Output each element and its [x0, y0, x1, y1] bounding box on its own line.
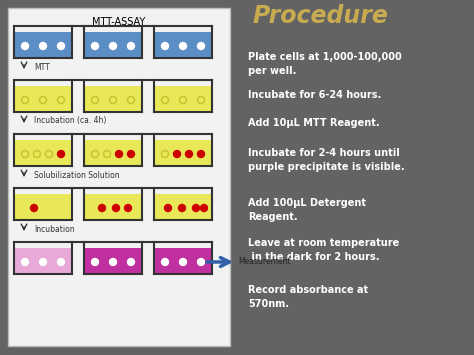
Circle shape — [39, 258, 46, 266]
Circle shape — [179, 204, 185, 212]
Text: Add 100μL Detergent
Reagent.: Add 100μL Detergent Reagent. — [248, 198, 366, 222]
Bar — [14, 194, 72, 220]
Bar — [154, 32, 212, 58]
Bar — [154, 194, 212, 220]
Bar — [84, 32, 142, 58]
Circle shape — [164, 204, 172, 212]
Bar — [14, 86, 72, 112]
Circle shape — [125, 204, 131, 212]
Bar — [154, 248, 212, 274]
Text: Measurement: Measurement — [238, 257, 291, 267]
Circle shape — [39, 43, 46, 49]
Circle shape — [198, 258, 204, 266]
Text: Solubilization Solution: Solubilization Solution — [34, 170, 119, 180]
Circle shape — [201, 204, 208, 212]
Circle shape — [57, 43, 64, 49]
Bar — [14, 248, 72, 274]
Circle shape — [180, 258, 186, 266]
Bar — [154, 86, 212, 112]
Circle shape — [57, 151, 64, 158]
Circle shape — [185, 151, 192, 158]
Circle shape — [21, 43, 28, 49]
Bar — [84, 194, 142, 220]
Circle shape — [128, 43, 135, 49]
Circle shape — [198, 151, 204, 158]
Circle shape — [198, 43, 204, 49]
Circle shape — [109, 258, 117, 266]
Text: Add 10μL MTT Reagent.: Add 10μL MTT Reagent. — [248, 118, 380, 128]
Text: Plate cells at 1,000-100,000
per well.: Plate cells at 1,000-100,000 per well. — [248, 52, 402, 76]
Bar — [14, 140, 72, 166]
Circle shape — [91, 43, 99, 49]
Circle shape — [91, 258, 99, 266]
Circle shape — [180, 43, 186, 49]
Bar — [84, 86, 142, 112]
Text: Record absorbance at
570nm.: Record absorbance at 570nm. — [248, 285, 368, 309]
Text: Incubation: Incubation — [34, 224, 74, 234]
Bar — [154, 140, 212, 166]
Bar — [84, 140, 142, 166]
Text: Incubate for 2-4 hours until
purple precipitate is visible.: Incubate for 2-4 hours until purple prec… — [248, 148, 405, 172]
Circle shape — [57, 258, 64, 266]
Circle shape — [30, 204, 37, 212]
Circle shape — [21, 258, 28, 266]
Text: Leave at room temperature
 in the dark for 2 hours.: Leave at room temperature in the dark fo… — [248, 238, 399, 262]
Circle shape — [162, 43, 168, 49]
Bar — [8, 8, 230, 346]
Circle shape — [109, 43, 117, 49]
Circle shape — [128, 258, 135, 266]
Circle shape — [173, 151, 181, 158]
Text: Procedure: Procedure — [253, 4, 389, 28]
Text: Incubate for 6-24 hours.: Incubate for 6-24 hours. — [248, 90, 381, 100]
Circle shape — [128, 151, 135, 158]
Circle shape — [162, 258, 168, 266]
Circle shape — [112, 204, 119, 212]
Bar — [84, 248, 142, 274]
Circle shape — [99, 204, 106, 212]
Circle shape — [116, 151, 122, 158]
Text: MTT: MTT — [34, 62, 50, 71]
Bar — [14, 32, 72, 58]
Circle shape — [192, 204, 200, 212]
Text: MTT-ASSAY: MTT-ASSAY — [92, 17, 146, 27]
Text: Incubation (ca. 4h): Incubation (ca. 4h) — [34, 116, 106, 126]
